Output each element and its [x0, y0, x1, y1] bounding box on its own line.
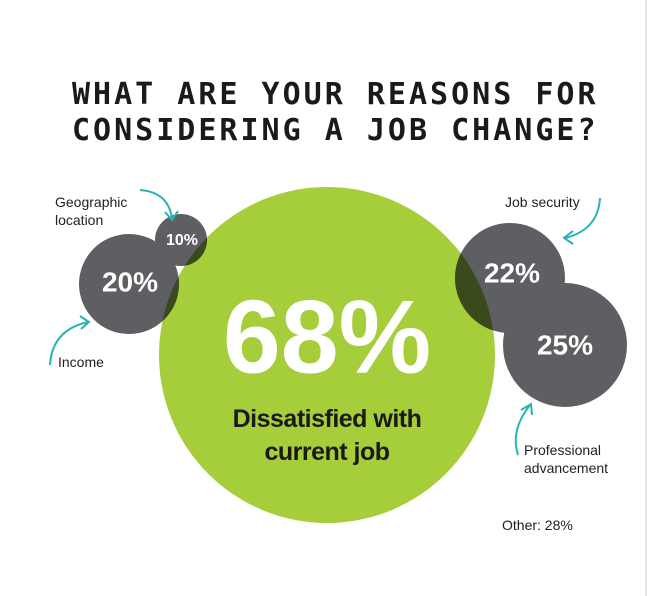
arrow-head — [562, 230, 574, 245]
title-line: WHAT ARE YOUR REASONS FOR — [72, 77, 599, 112]
bubble-label: Income — [58, 354, 104, 370]
arrow — [139, 189, 173, 219]
arrow — [49, 321, 89, 366]
arrow-head — [520, 402, 533, 416]
arrow — [564, 197, 601, 239]
other-note: Other: 28% — [502, 517, 573, 533]
main-caption: Dissatisfied with — [233, 405, 422, 433]
bubble-label: Professional — [524, 442, 601, 458]
bubble — [79, 234, 179, 334]
bubble — [503, 283, 627, 407]
main-value: 68% — [223, 279, 431, 395]
bubble-label: Geographic — [55, 194, 127, 210]
bubble-label: advancement — [524, 460, 608, 476]
bubble-label: location — [55, 212, 103, 228]
arrow-head — [164, 210, 179, 222]
arrow — [514, 404, 531, 456]
title-line: CONSIDERING A JOB CHANGE? — [72, 113, 599, 148]
bubble-value: 22% — [484, 257, 540, 288]
bubble-value: 20% — [102, 266, 158, 297]
bubble-label: Job security — [505, 194, 580, 210]
arrow-head — [79, 315, 91, 330]
main-caption: current job — [264, 438, 389, 466]
bubbles — [79, 214, 627, 407]
bubble-value: 10% — [166, 232, 198, 249]
bubble-value: 25% — [537, 329, 593, 360]
arrows — [49, 189, 601, 456]
main-bubble — [159, 187, 495, 523]
